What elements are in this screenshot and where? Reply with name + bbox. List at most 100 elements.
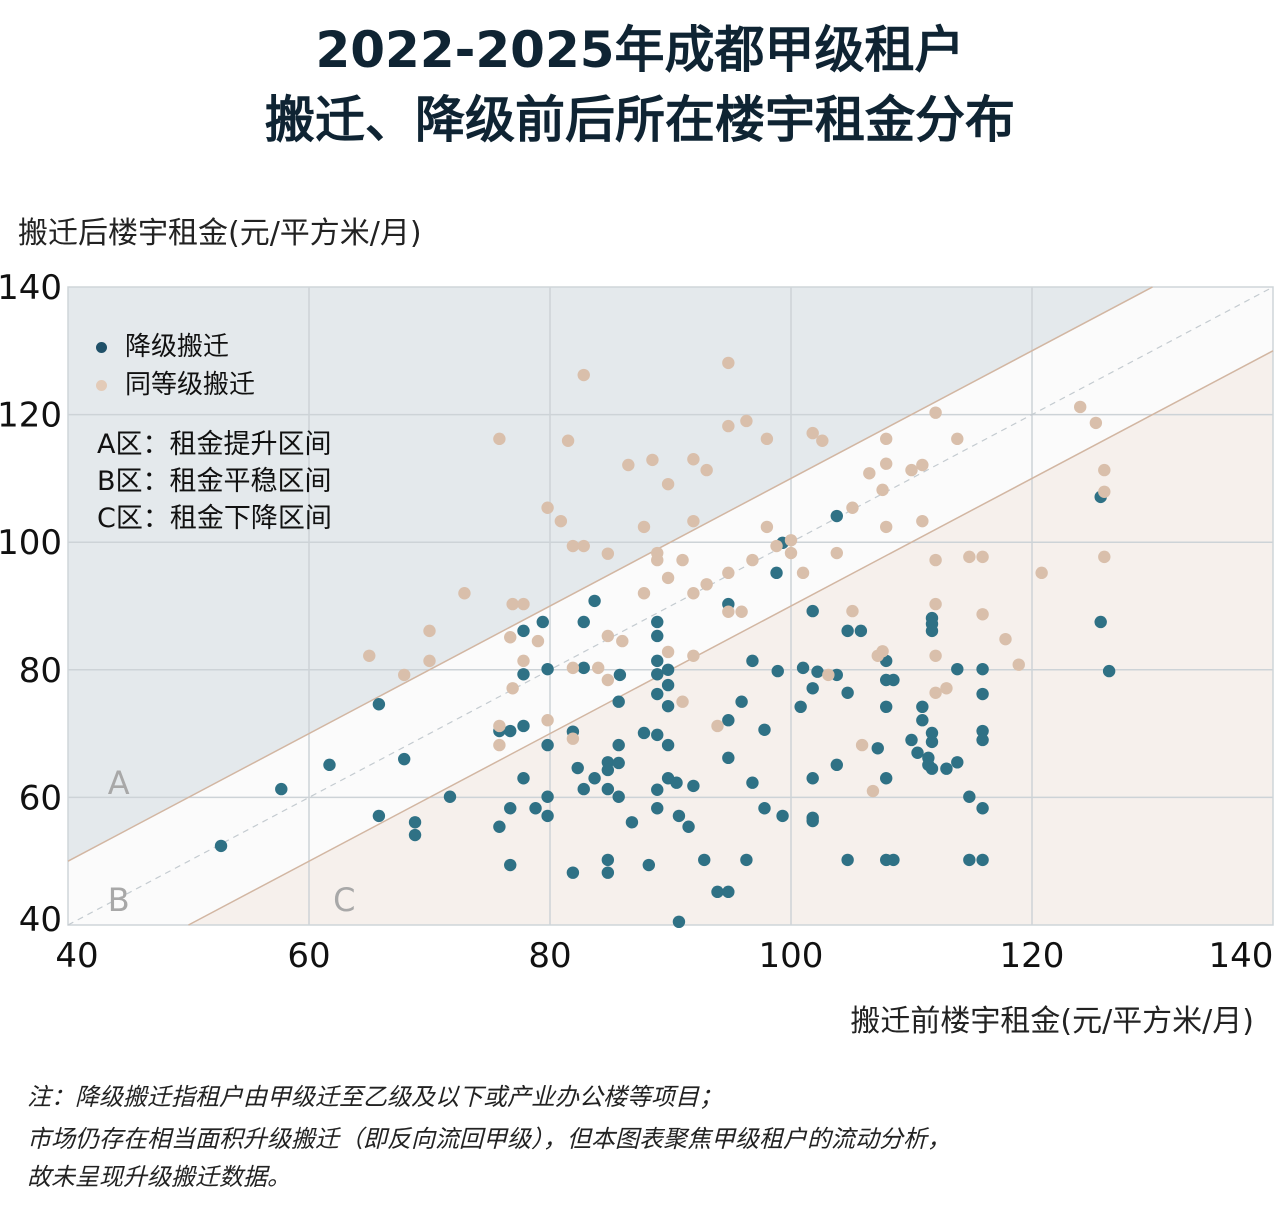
data-point xyxy=(822,668,835,682)
data-point xyxy=(577,782,590,796)
data-point xyxy=(846,501,859,514)
data-point xyxy=(854,624,868,638)
x-tick-label: 40 xyxy=(55,936,98,976)
scatter-plot: A B C 40 60 80 100 120 140 40 60 80 100 120 140 xyxy=(0,268,1274,976)
y-axis-label: 搬迁后楼宇租金(元/平方米/月) xyxy=(18,216,422,251)
data-point xyxy=(871,742,884,755)
data-point xyxy=(651,553,664,567)
data-point xyxy=(588,772,601,785)
x-axis-label: 搬迁前楼宇租金(元/平方米/月) xyxy=(850,1004,1254,1039)
data-point xyxy=(925,735,939,749)
data-point xyxy=(925,726,939,740)
data-point xyxy=(976,608,989,621)
footnote-line3: 故未呈现升级搬迁数据。 xyxy=(27,1163,291,1191)
data-point xyxy=(566,661,580,675)
data-point xyxy=(940,682,953,695)
data-point xyxy=(517,624,530,638)
data-point xyxy=(566,732,580,745)
data-point xyxy=(363,649,376,662)
data-point xyxy=(531,634,545,648)
data-point xyxy=(588,594,601,608)
data-point xyxy=(577,539,590,553)
footnote-line1: 注：降级搬迁指租户由甲级迁至乙级及以下或产业办公楼等项目； xyxy=(27,1083,723,1111)
data-point xyxy=(372,809,386,823)
data-point xyxy=(687,514,700,528)
data-point xyxy=(493,719,506,733)
data-point xyxy=(876,645,889,658)
chart-title-line1: 2022-2025年成都甲级租户 xyxy=(315,21,965,79)
chart-title-line2: 搬迁、降级前后所在楼宇租金分布 xyxy=(265,91,1015,149)
zone-note-b: B区：租金平稳区间 xyxy=(97,466,332,497)
data-point xyxy=(651,783,664,796)
data-point xyxy=(687,779,700,793)
data-point xyxy=(976,550,989,564)
data-point xyxy=(541,501,554,514)
x-tick-label: 60 xyxy=(287,936,330,976)
data-point xyxy=(925,624,939,638)
data-point xyxy=(687,453,700,466)
data-point xyxy=(423,654,436,668)
data-point xyxy=(672,915,686,929)
legend-item-downgrade: 降级搬迁 xyxy=(96,326,229,363)
data-point xyxy=(458,587,471,600)
data-point xyxy=(577,615,590,629)
data-point xyxy=(651,728,664,742)
data-point xyxy=(830,546,843,560)
data-point xyxy=(925,762,939,775)
data-point xyxy=(561,434,575,447)
data-point xyxy=(951,662,964,676)
data-point xyxy=(770,539,783,553)
data-point xyxy=(806,772,819,785)
data-point xyxy=(841,686,854,699)
data-point xyxy=(625,816,639,829)
data-point xyxy=(1098,550,1111,564)
data-point xyxy=(408,816,422,829)
x-tick-label: 140 xyxy=(1209,936,1274,976)
data-point xyxy=(806,682,819,695)
data-point xyxy=(776,809,789,823)
data-point xyxy=(855,738,869,752)
data-point xyxy=(529,802,542,815)
data-point xyxy=(651,629,664,643)
data-point xyxy=(397,752,411,766)
data-point xyxy=(672,809,686,823)
data-point xyxy=(613,668,627,682)
data-point xyxy=(806,604,819,618)
data-point xyxy=(929,649,942,662)
data-point xyxy=(637,726,651,740)
data-point xyxy=(1098,485,1111,498)
data-point xyxy=(661,571,675,585)
data-point xyxy=(771,664,784,678)
data-point xyxy=(760,432,774,446)
zone-note-a: A区：租金提升区间 xyxy=(97,429,332,460)
data-point xyxy=(601,629,615,643)
data-point xyxy=(887,673,900,687)
data-point xyxy=(951,756,964,769)
data-point xyxy=(830,509,843,523)
data-point xyxy=(735,695,748,708)
data-point xyxy=(612,738,625,752)
legend-label: 降级搬迁 xyxy=(125,332,230,362)
data-point xyxy=(746,654,759,668)
data-point xyxy=(577,368,590,382)
data-point xyxy=(911,746,924,759)
data-point xyxy=(661,663,675,676)
data-point xyxy=(784,534,798,547)
data-point xyxy=(976,733,989,747)
data-point xyxy=(642,858,656,872)
data-point xyxy=(676,695,689,708)
data-point xyxy=(951,432,964,446)
data-point xyxy=(541,662,554,676)
data-point xyxy=(517,654,530,668)
y-tick-label: 120 xyxy=(0,396,62,436)
legend-label: 同等级搬迁 xyxy=(125,370,256,400)
data-point xyxy=(770,566,783,580)
data-point xyxy=(651,802,664,815)
data-point xyxy=(676,553,689,567)
data-point xyxy=(637,520,651,534)
data-point xyxy=(806,426,819,440)
data-point xyxy=(887,853,900,867)
data-point xyxy=(976,853,989,867)
data-point xyxy=(700,463,713,477)
data-point xyxy=(661,678,675,692)
